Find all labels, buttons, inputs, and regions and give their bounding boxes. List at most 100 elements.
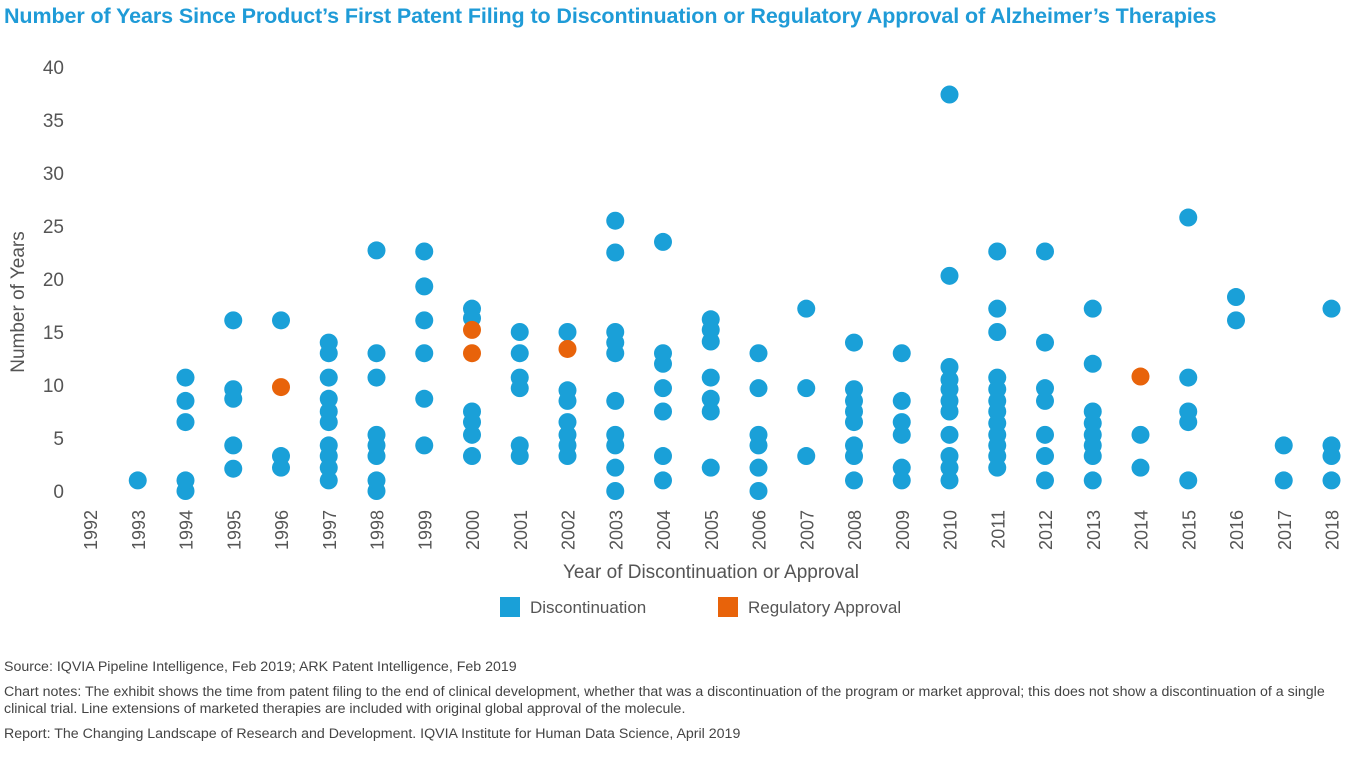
point-discontinuation [654,402,672,421]
point-discontinuation [415,436,434,455]
point-discontinuation [319,402,338,421]
point-discontinuation [319,471,338,490]
point-regulatory-approval [463,320,481,339]
point-discontinuation [367,368,386,387]
x-tick-label: 2005 [702,510,722,550]
legend: Discontinuation Regulatory Approval [500,597,901,617]
x-tick-label: 2018 [1323,510,1343,550]
point-discontinuation [892,413,911,432]
y-tick-label: 15 [43,323,64,344]
point-discontinuation [606,425,625,444]
point-discontinuation [701,458,720,477]
point-discontinuation [988,242,1007,261]
point-discontinuation [1036,425,1054,444]
y-tick-label: 0 [53,482,64,503]
point-discontinuation [1036,242,1054,261]
point-discontinuation [1036,333,1054,352]
point-discontinuation [415,242,434,261]
point-discontinuation [701,389,720,408]
point-discontinuation [319,389,338,408]
point-discontinuation [176,471,195,490]
point-discontinuation [1131,458,1150,477]
x-tick-label: 2015 [1179,510,1199,550]
point-discontinuation [892,471,911,490]
point-discontinuation [1083,299,1102,318]
point-discontinuation [463,299,481,318]
point-discontinuation [654,471,672,490]
point-discontinuation [1083,471,1102,490]
point-discontinuation [940,85,959,104]
point-discontinuation [558,323,577,341]
point-discontinuation [272,447,290,466]
point-discontinuation [128,471,147,490]
point-discontinuation [558,413,577,432]
y-tick-label: 10 [43,376,64,397]
point-discontinuation [749,379,768,398]
point-discontinuation [1131,425,1150,444]
point-discontinuation [1274,436,1293,455]
point-discontinuation [1036,447,1054,466]
point-discontinuation [606,211,625,230]
point-discontinuation [463,447,481,466]
footnote-report: Report: The Changing Landscape of Resear… [4,726,741,742]
x-tick-label: 2000 [463,510,483,550]
point-discontinuation [701,310,720,329]
y-tick-label: 35 [43,111,64,132]
x-tick-label: 2001 [511,510,531,550]
point-discontinuation [319,333,338,352]
point-discontinuation [367,471,386,490]
point-discontinuation [1179,368,1198,387]
point-discontinuation [749,344,768,363]
point-discontinuation [1179,471,1198,490]
point-discontinuation [1322,471,1341,490]
y-axis-ticks: 0 5 10 15 20 25 30 35 40 [43,58,64,503]
x-tick-label: 2016 [1227,510,1247,550]
point-discontinuation [749,425,768,444]
point-discontinuation [415,389,434,408]
point-discontinuation [510,368,529,387]
point-discontinuation [988,299,1007,318]
point-discontinuation [606,391,625,410]
point-discontinuation [367,425,386,444]
point-discontinuation [654,447,672,466]
point-discontinuation [224,459,243,478]
legend-label-discontinuation: Discontinuation [530,598,646,617]
point-discontinuation [940,370,959,389]
x-tick-label: 1993 [129,510,149,550]
data-points [128,85,1341,500]
point-discontinuation [845,380,863,399]
x-tick-label: 2006 [750,510,770,550]
point-discontinuation [1036,471,1054,490]
point-discontinuation [176,413,195,432]
point-discontinuation [319,436,338,455]
point-discontinuation [797,299,816,318]
point-discontinuation [510,323,529,341]
point-discontinuation [749,458,768,477]
x-tick-label: 2009 [893,510,913,550]
point-discontinuation [940,447,959,466]
x-tick-label: 2010 [941,510,961,550]
x-tick-label: 2004 [654,510,674,550]
point-discontinuation [510,344,529,363]
x-axis-ticks: 1992 1993 1994 1995 1996 1997 1998 1999 2000 2001… [81,510,1343,550]
point-discontinuation [1179,402,1198,421]
point-discontinuation [654,232,672,251]
point-discontinuation [510,436,529,455]
footnote-chart-notes: Chart notes: The exhibit shows the time … [4,684,1325,717]
x-tick-label: 2014 [1132,510,1152,550]
legend-swatch-discontinuation [500,597,520,617]
x-tick-label: 2013 [1084,510,1104,550]
x-axis-label: Year of Discontinuation or Approval [563,562,859,583]
x-tick-label: 2008 [845,510,865,550]
point-discontinuation [606,482,625,500]
point-discontinuation [1083,354,1102,373]
point-discontinuation [1036,391,1054,410]
point-discontinuation [701,368,720,387]
x-tick-label: 2003 [606,510,626,550]
point-regulatory-approval [1131,367,1150,386]
x-tick-label: 1999 [415,510,435,550]
y-tick-label: 20 [43,270,64,291]
point-regulatory-approval [272,378,290,397]
x-tick-label: 2007 [797,510,817,550]
